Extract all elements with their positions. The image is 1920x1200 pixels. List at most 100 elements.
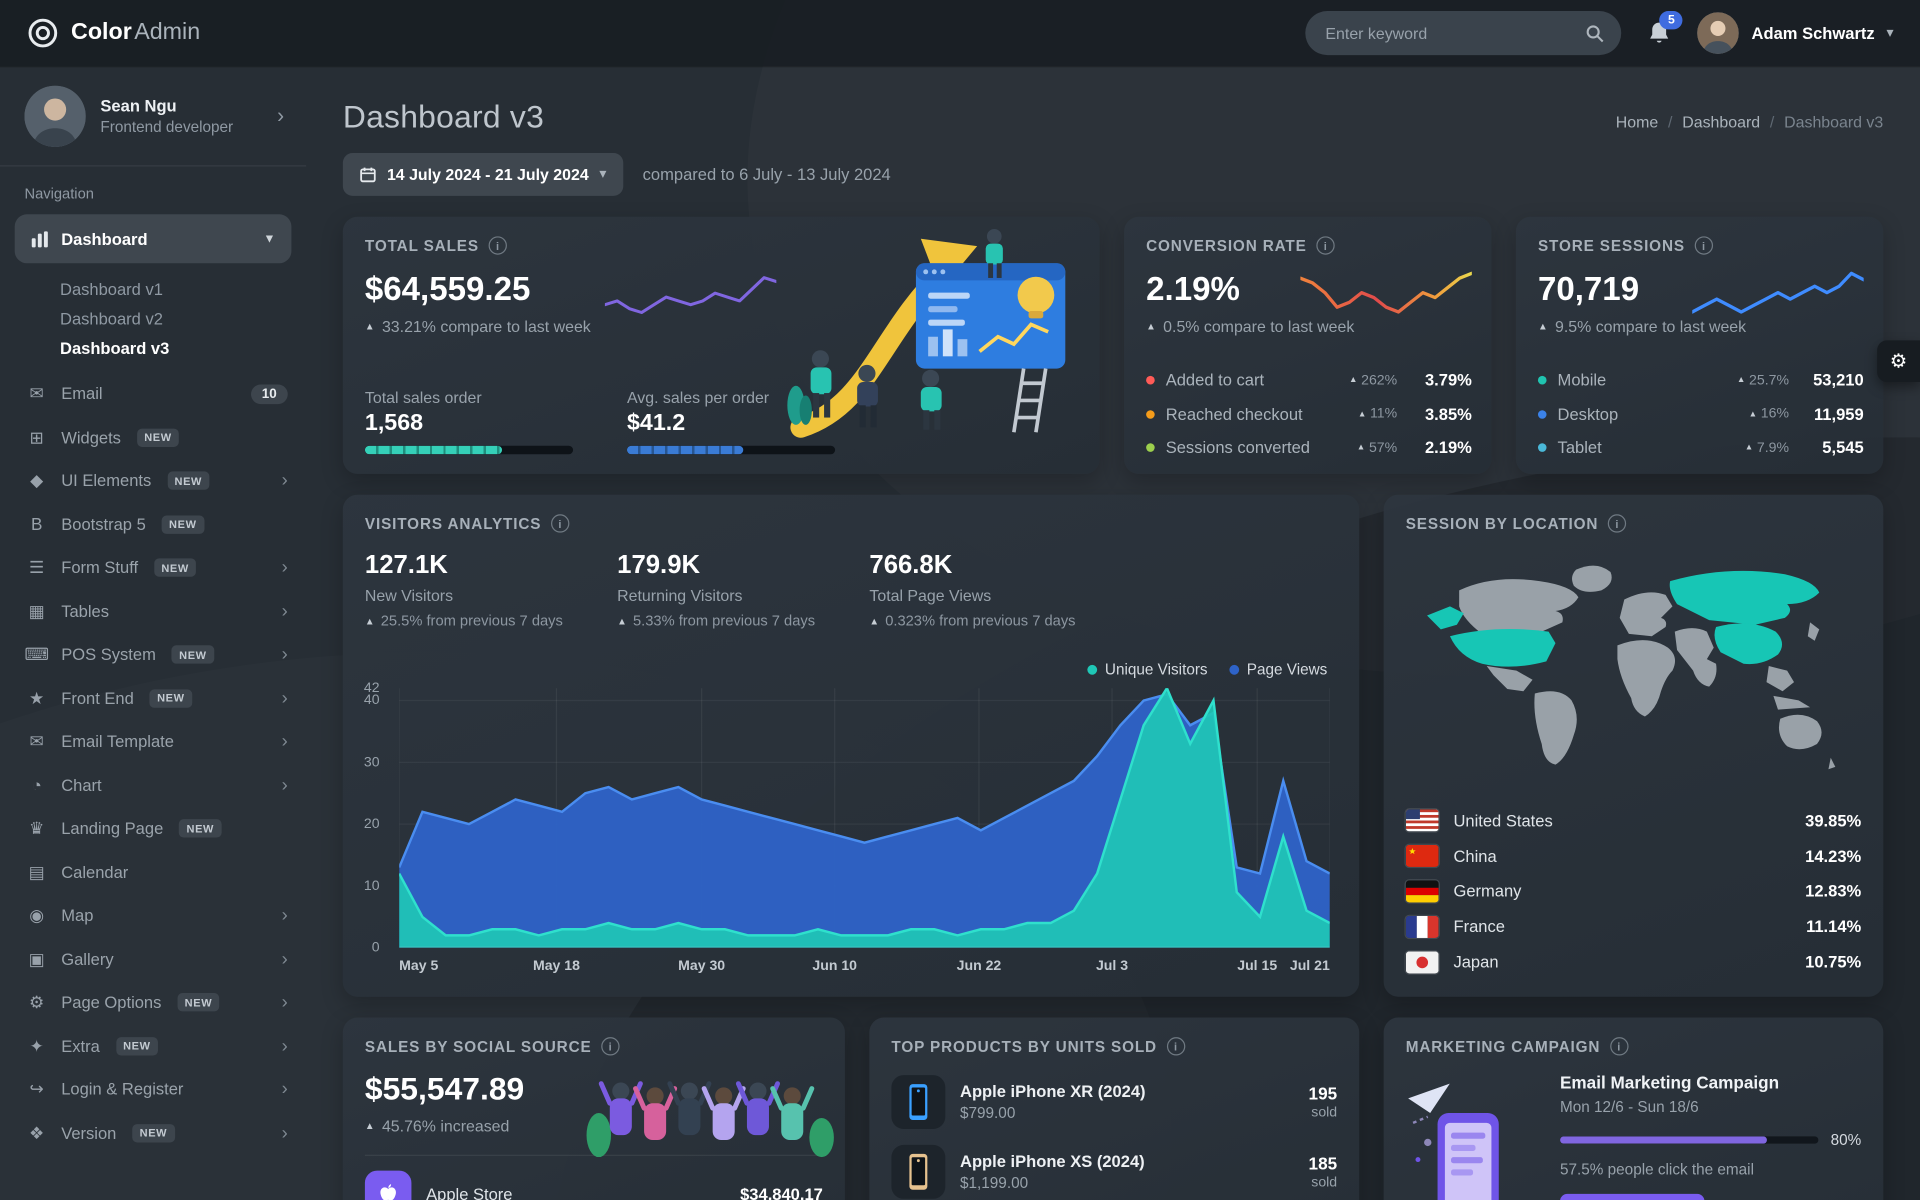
total-sales-sparkline (604, 276, 777, 315)
search-icon[interactable] (1586, 24, 1604, 42)
breadcrumb-dashboard[interactable]: Dashboard (1682, 112, 1761, 132)
progress-bar (364, 445, 574, 455)
chevron-down-icon: ▾ (599, 167, 606, 182)
dashboard-submenu: Dashboard v1 Dashboard v2 Dashboard v3 (0, 266, 306, 373)
sidebar-item-dashboard-v3[interactable]: Dashboard v3 (60, 338, 170, 357)
info-icon[interactable]: i (488, 236, 508, 255)
social-sales-amount: $55,547.89 (364, 1070, 525, 1107)
card-top-products: TOP PRODUCTS BY UNITS SOLD i Apple iPhone… (869, 1017, 1360, 1200)
login-icon: ↪ (29, 1079, 44, 1099)
product-row[interactable]: Apple iPhone XS (2024) $1,199.00 185 sol… (891, 1144, 1337, 1199)
email-template-icon: ✉ (29, 731, 44, 751)
campaign-dates: Mon 12/6 - Sun 18/6 (1560, 1098, 1699, 1116)
info-icon[interactable]: i (1610, 1037, 1629, 1056)
status-dot (1537, 409, 1547, 419)
theme-settings-button[interactable]: ⚙ (1877, 340, 1920, 383)
search-input[interactable] (1322, 22, 1577, 44)
legend-item[interactable]: Page Views (1229, 661, 1327, 678)
location-row: Germany 12.83% (1406, 874, 1861, 909)
info-icon[interactable]: i (1166, 1037, 1186, 1056)
sidebar-profile[interactable]: Sean Ngu Frontend developer › (0, 66, 307, 167)
sidebar-item[interactable]: ⌨ POS System NEW › (0, 633, 306, 676)
sidebar-item-dashboard-v1[interactable]: Dashboard v1 (60, 279, 163, 299)
sidebar-item[interactable]: B Bootstrap 5 NEW (0, 503, 306, 546)
sidebar-item-label: Dashboard (61, 229, 148, 248)
progress-bar (626, 445, 836, 455)
sidebar-item[interactable]: ◆ UI Elements NEW › (0, 459, 306, 502)
view-campaign-button[interactable]: View campaign (1560, 1193, 1705, 1200)
breadcrumb-home[interactable]: Home (1615, 112, 1659, 132)
info-icon[interactable]: i (551, 514, 570, 533)
brand[interactable]: Color Admin (27, 17, 200, 49)
sidebar-item[interactable]: ◔ Chart › (0, 763, 306, 806)
social-source-row[interactable]: Apple Store $34,840.17 (364, 1170, 823, 1200)
sidebar-item[interactable]: ✉ Email Template › (0, 720, 306, 763)
notifications-button[interactable]: 5 (1649, 11, 1683, 45)
metric-row: Tablet ▲ 7.9% 5,545 (1537, 431, 1864, 465)
sidebar-item[interactable]: ▤ Calendar (0, 850, 306, 893)
sidebar-item[interactable]: ♛ Landing Page NEW (0, 807, 306, 850)
new-badge: NEW (167, 471, 210, 491)
sidebar-item[interactable]: ★ Front End NEW › (0, 677, 306, 720)
card-conversion-rate: CONVERSION RATE i 2.19% ▲ 0.5% compare to … (1124, 216, 1492, 474)
status-dot (1146, 443, 1155, 453)
sidebar-item-label: Widgets (61, 428, 121, 447)
sidebar-item[interactable]: ◉ Map › (0, 894, 306, 937)
card-visitors-analytics: VISITORS ANALYTICS i 127.1K New Visitors … (342, 494, 1360, 997)
chevron-right-icon: › (281, 470, 288, 492)
sidebar-item[interactable]: ✦ Extra NEW › (0, 1024, 306, 1067)
new-badge: NEW (179, 819, 222, 838)
brand-name-light: Admin (134, 19, 201, 46)
campaign-progress-bar (1560, 1136, 1819, 1144)
legend-item[interactable]: Unique Visitors (1087, 661, 1208, 678)
info-icon[interactable]: i (1694, 236, 1714, 255)
status-dot (1537, 376, 1547, 385)
total-sales-amount: $64,559.25 (364, 270, 531, 308)
campaign-heading: Email Marketing Campaign (1560, 1072, 1780, 1093)
legend-dot (1087, 664, 1098, 675)
sidebar-item-dashboard-v2[interactable]: Dashboard v2 (60, 309, 163, 328)
search-box (1305, 11, 1622, 56)
chevron-right-icon: › (281, 600, 288, 622)
chevron-right-icon: › (281, 687, 288, 709)
dashboard-icon (31, 230, 49, 248)
chart-legend: Unique Visitors Page Views (1087, 661, 1327, 678)
new-badge: NEW (171, 645, 215, 664)
sidebar-item[interactable]: ⚙ Page Options NEW › (0, 981, 306, 1024)
sidebar-item[interactable]: ⊞ Widgets NEW (0, 416, 306, 459)
up-arrow-icon: ▲ (1348, 376, 1358, 385)
up-arrow-icon: ▲ (1537, 320, 1548, 332)
sidebar-menu: ✉ Email 10 ⊞ Widgets NEW (0, 372, 306, 1154)
product-list: Apple iPhone XR (2024) $799.00 195 sold (891, 1075, 1337, 1199)
card-title: SESSION BY LOCATION (1405, 514, 1599, 533)
crowd-illustration (584, 1049, 835, 1158)
info-icon[interactable]: i (1316, 236, 1335, 255)
new-badge: NEW (149, 689, 192, 708)
product-row[interactable]: Apple iPhone XR (2024) $799.00 195 sold (891, 1075, 1337, 1129)
new-badge: NEW (154, 558, 197, 578)
sidebar-item[interactable]: ✉ Email 10 (0, 372, 306, 415)
sidebar-item-dashboard[interactable]: Dashboard ▼ (14, 214, 292, 264)
visitors-chart (399, 688, 1330, 948)
total-sales-order-stat: Total sales order 1,568 (364, 388, 574, 455)
up-arrow-icon: ▲ (1748, 409, 1758, 419)
user-menu[interactable]: Adam Schwartz ▾ (1697, 12, 1893, 54)
new-badge: NEW (177, 993, 220, 1012)
date-range-button[interactable]: 14 July 2024 - 21 July 2024 ▾ (342, 153, 624, 196)
card-title: TOP PRODUCTS BY UNITS SOLD (891, 1037, 1157, 1055)
sidebar-item[interactable]: ↪ Login & Register › (0, 1068, 306, 1111)
sidebar-item-label: Login & Register (61, 1080, 184, 1099)
info-icon[interactable]: i (1608, 514, 1627, 533)
sidebar-item[interactable]: ❖ Version NEW › (0, 1111, 306, 1154)
sidebar-item[interactable]: ▣ Gallery › (0, 937, 306, 980)
campaign-progress-label: 80% (1830, 1131, 1862, 1149)
profile-avatar (24, 85, 86, 147)
sidebar-item[interactable]: ☰ Form Stuff NEW › (0, 546, 306, 589)
chevron-right-icon: › (281, 557, 288, 579)
brand-name-bold: Color (71, 19, 132, 46)
sidebar-item-label: Map (61, 906, 94, 925)
sidebar-item[interactable]: ▦ Tables › (0, 590, 306, 633)
metric-row: Mobile ▲ 25.7% 53,210 (1537, 364, 1864, 398)
info-icon[interactable]: i (601, 1037, 620, 1056)
